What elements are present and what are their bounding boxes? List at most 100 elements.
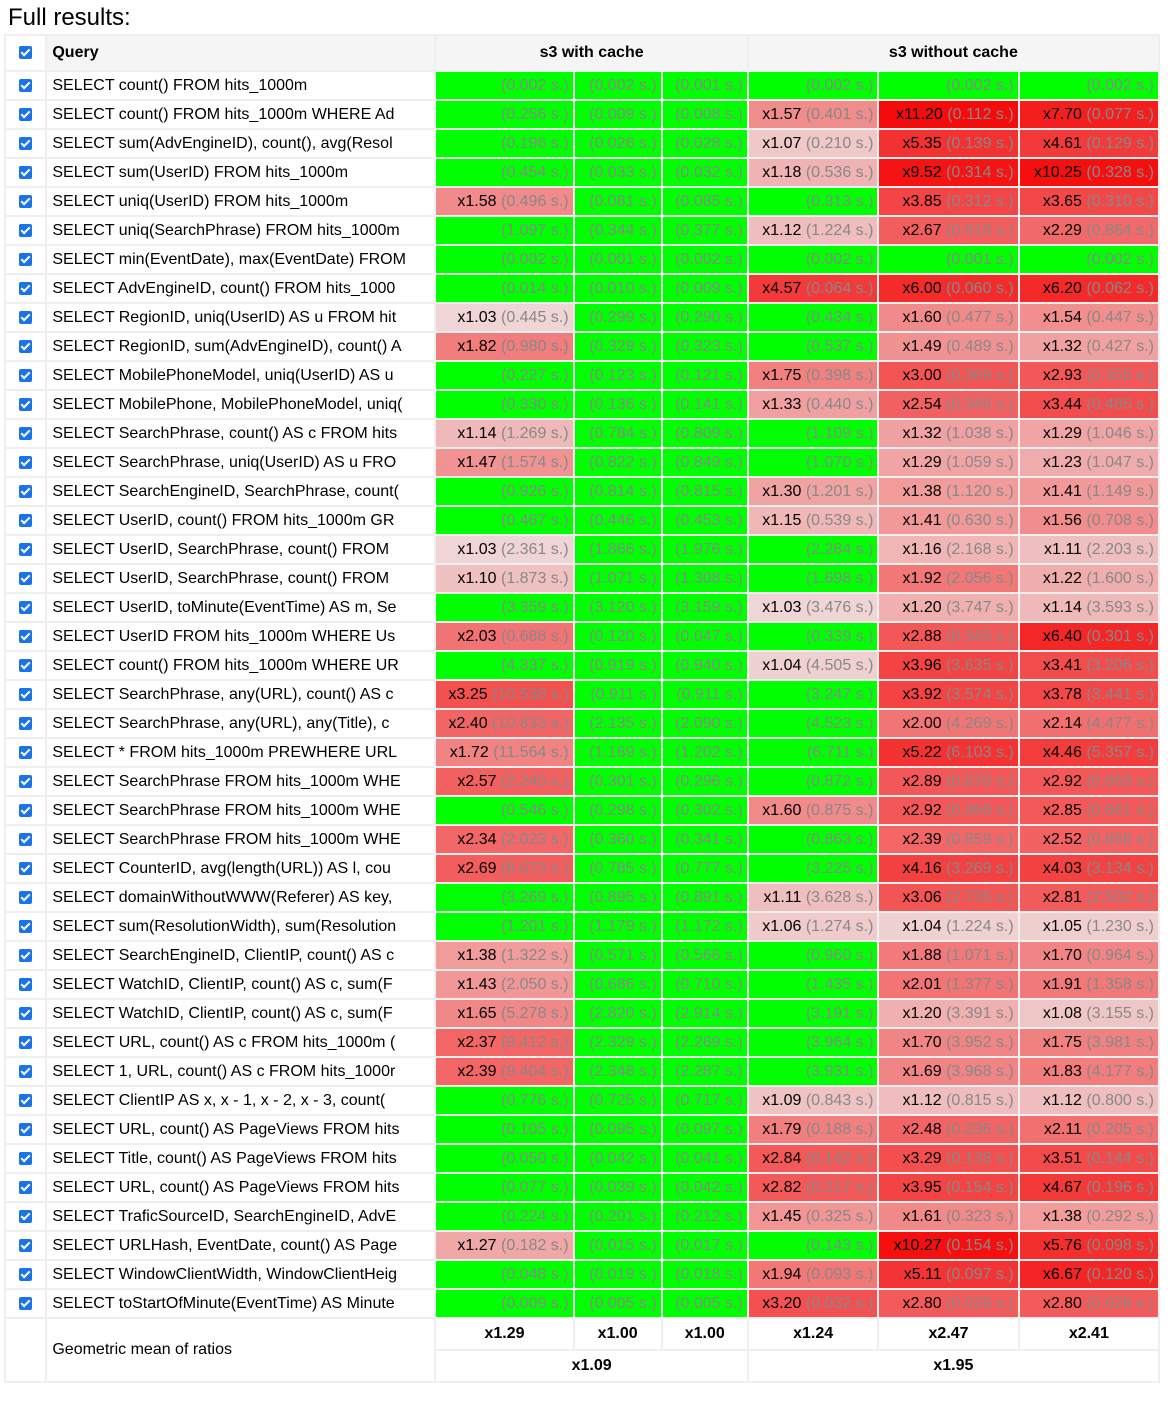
row-checkbox[interactable] (6, 1058, 46, 1085)
timing-cell: x2.80 (0.028 s.) (1019, 1290, 1158, 1317)
time: (3.635 s.) (946, 656, 1014, 674)
row-checkbox[interactable] (6, 1145, 46, 1172)
select-all-checkbox[interactable] (6, 36, 46, 70)
ratio: x4.03 (1042, 859, 1082, 877)
row-checkbox[interactable] (6, 971, 46, 998)
row-checkbox[interactable] (6, 449, 46, 476)
ratio: x2.34 (457, 830, 497, 848)
row-checkbox[interactable] (6, 652, 46, 679)
ratio: x1.14 (457, 424, 497, 442)
time: (0.301 s.) (1086, 627, 1154, 645)
time: (0.815 s.) (675, 482, 743, 500)
row-checkbox[interactable] (6, 507, 46, 534)
row-checkbox[interactable] (6, 72, 46, 99)
row-checkbox[interactable] (6, 304, 46, 331)
timing-cell: (0.002 s.) (436, 246, 573, 273)
time: (0.098 s.) (1086, 1236, 1154, 1254)
row-checkbox[interactable] (6, 1203, 46, 1230)
timing-cell: (0.809 s.) (662, 420, 747, 447)
row-checkbox[interactable] (6, 826, 46, 853)
time: (0.136 s.) (589, 395, 657, 413)
checkbox-icon (19, 1006, 33, 1020)
row-checkbox[interactable] (6, 1290, 46, 1317)
checkbox-icon (19, 513, 33, 527)
timing-cell: x1.33 (0.440 s.) (748, 391, 878, 418)
time: (0.112 s.) (947, 105, 1014, 123)
row-checkbox[interactable] (6, 101, 46, 128)
timing-cell: x1.45 (0.325 s.) (748, 1203, 878, 1230)
ratio: x1.82 (457, 337, 497, 355)
ratio: x1.12 (762, 221, 802, 239)
row-checkbox[interactable] (6, 188, 46, 215)
time: (0.009 s.) (500, 1294, 569, 1312)
row-checkbox[interactable] (6, 391, 46, 418)
ratio: x4.16 (902, 859, 942, 877)
timing-cell: (0.002 s.) (1019, 72, 1158, 99)
row-checkbox[interactable] (6, 1087, 46, 1114)
row-checkbox[interactable] (6, 1116, 46, 1143)
row-checkbox[interactable] (6, 565, 46, 592)
timing-cell: (0.344 s.) (574, 217, 661, 244)
timing-cell: (0.005 s.) (662, 1290, 747, 1317)
time: (0.369 s.) (946, 366, 1014, 384)
time: (0.312 s.) (946, 192, 1014, 210)
ratio: x6.67 (1042, 1265, 1082, 1283)
row-checkbox[interactable] (6, 130, 46, 157)
row-checkbox[interactable] (6, 681, 46, 708)
timing-cell: x1.75 (0.398 s.) (748, 362, 878, 389)
row-checkbox[interactable] (6, 1232, 46, 1259)
timing-cell: (0.329 s.) (574, 333, 661, 360)
time: (0.142 s.) (805, 1149, 874, 1167)
row-checkbox[interactable] (6, 362, 46, 389)
table-row: SELECT UserID FROM hits_1000m WHERE Us x2… (6, 623, 1158, 650)
row-checkbox[interactable] (6, 594, 46, 621)
row-checkbox[interactable] (6, 942, 46, 969)
timing-cell: (1.435 s.) (748, 971, 878, 998)
row-checkbox[interactable] (6, 884, 46, 911)
query-cell: SELECT SearchPhrase, uniq(UserID) AS u F… (47, 449, 435, 476)
row-checkbox[interactable] (6, 246, 46, 273)
time: (0.041 s.) (675, 1149, 743, 1167)
table-row: SELECT UserID, count() FROM hits_1000m G… (6, 507, 1158, 534)
time: (0.042 s.) (675, 1178, 743, 1196)
ratio: x4.61 (1042, 134, 1082, 152)
timing-cell: (2.284 s.) (748, 536, 878, 563)
checkbox-icon (19, 600, 33, 614)
row-checkbox[interactable] (6, 1000, 46, 1027)
row-checkbox[interactable] (6, 159, 46, 186)
checkbox-icon (19, 484, 33, 498)
time: (0.328 s.) (1086, 163, 1154, 181)
row-checkbox[interactable] (6, 855, 46, 882)
row-checkbox[interactable] (6, 710, 46, 737)
row-checkbox[interactable] (6, 1261, 46, 1288)
time: (3.269 s.) (500, 888, 569, 906)
timing-cell: x4.57 (0.064 s.) (748, 275, 878, 302)
row-checkbox[interactable] (6, 333, 46, 360)
timing-cell: x1.58 (0.496 s.) (436, 188, 573, 215)
row-checkbox[interactable] (6, 536, 46, 563)
row-checkbox[interactable] (6, 275, 46, 302)
query-cell: SELECT AdvEngineID, count() FROM hits_10… (47, 275, 435, 302)
row-checkbox[interactable] (6, 797, 46, 824)
row-checkbox[interactable] (6, 420, 46, 447)
ratio: x7.70 (1042, 105, 1082, 123)
time: (0.301 s.) (589, 772, 657, 790)
row-checkbox[interactable] (6, 1174, 46, 1201)
row-checkbox[interactable] (6, 478, 46, 505)
timing-cell: x2.52 (0.858 s.) (1019, 826, 1158, 853)
time: (0.926 s.) (500, 482, 569, 500)
timing-cell: (1.179 s.) (574, 913, 661, 940)
row-checkbox[interactable] (6, 768, 46, 795)
row-checkbox[interactable] (6, 217, 46, 244)
timing-cell: (0.097 s.) (662, 1116, 747, 1143)
row-checkbox[interactable] (6, 1029, 46, 1056)
row-checkbox[interactable] (6, 623, 46, 650)
row-checkbox[interactable] (6, 739, 46, 766)
geomean-group-value: x1.09 (436, 1351, 747, 1381)
time: (0.870 s.) (946, 772, 1014, 790)
row-checkbox[interactable] (6, 913, 46, 940)
time: (0.489 s.) (946, 337, 1014, 355)
ratio: x1.38 (902, 482, 942, 500)
ratio: x2.57 (457, 772, 497, 790)
ratio: x1.08 (1042, 1004, 1082, 1022)
